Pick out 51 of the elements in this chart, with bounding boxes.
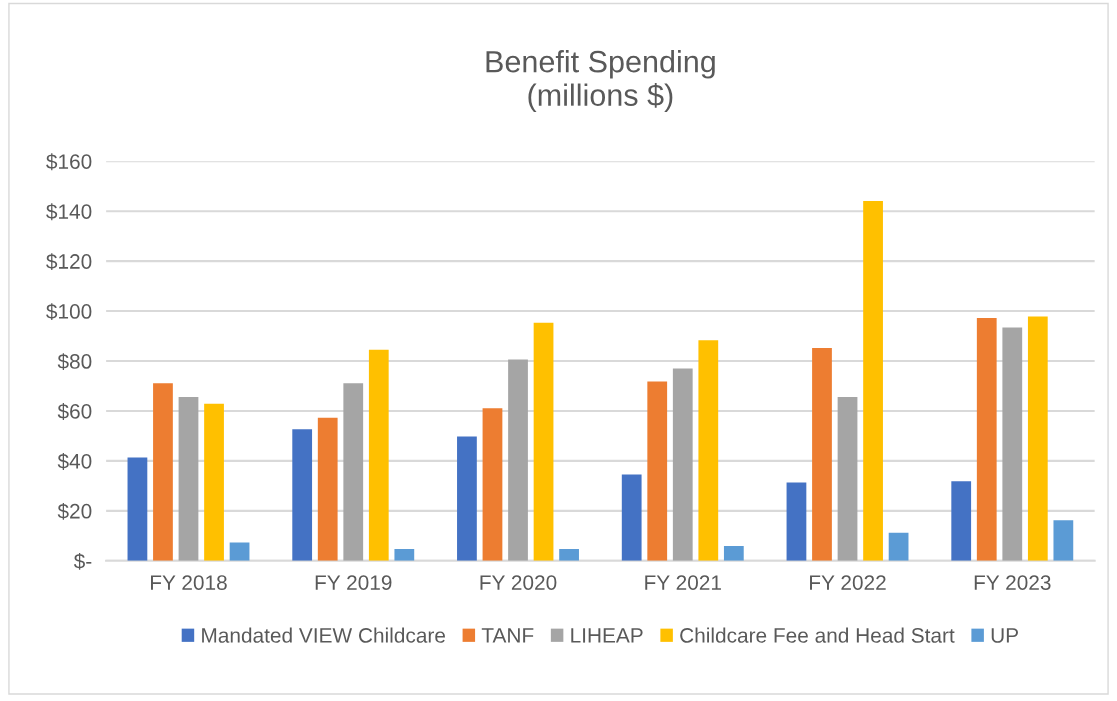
legend-label: LIHEAP <box>571 628 643 643</box>
y-tick-label: $120 <box>46 253 92 271</box>
bar <box>812 348 832 561</box>
bar <box>127 457 148 561</box>
y-tick-label: $40 <box>57 453 92 470</box>
bar <box>292 429 313 561</box>
bar <box>723 546 744 561</box>
y-tick-label: $140 <box>46 203 92 221</box>
legend-label: UP <box>991 628 1018 643</box>
y-tick-label: $80 <box>57 353 92 371</box>
legend-label: Mandated VIEW Childcare <box>202 627 445 643</box>
bar <box>317 417 338 561</box>
y-tick-label: $160 <box>46 153 92 171</box>
bar <box>786 482 807 561</box>
bar <box>178 396 199 561</box>
bar <box>672 368 693 561</box>
x-tick-label: FY 2018 <box>151 575 227 590</box>
bar <box>1027 316 1048 561</box>
bar <box>951 481 972 561</box>
x-tick-label: FY 2023 <box>974 575 1051 590</box>
bar <box>153 383 173 561</box>
bar <box>533 322 554 561</box>
x-tick-label: FY 2019 <box>315 575 392 590</box>
bar <box>229 542 250 561</box>
bar <box>888 532 909 561</box>
bar <box>394 549 415 561</box>
x-tick-label: FY 2020 <box>480 575 557 590</box>
bar <box>621 474 642 561</box>
y-tick-label: $20 <box>57 502 92 520</box>
legend-label: Childcare Fee and Head Start <box>680 627 955 643</box>
x-tick-label: FY 2021 <box>645 575 721 590</box>
bar <box>863 200 883 561</box>
bar <box>698 340 719 561</box>
y-tick-label: $60 <box>57 403 92 420</box>
bar <box>457 436 477 561</box>
bar <box>976 318 997 561</box>
bar <box>1002 327 1023 561</box>
x-tick-label: FY 2022 <box>810 575 886 590</box>
y-tick-label: $- <box>73 552 92 570</box>
bar <box>559 549 579 561</box>
bar <box>482 408 503 561</box>
bar <box>343 383 364 561</box>
bar <box>368 349 389 561</box>
chart-title: Benefit Spending (millions $) <box>486 50 715 112</box>
bar <box>647 381 668 561</box>
bar <box>1053 520 1074 561</box>
bar <box>204 403 224 561</box>
bar <box>508 359 528 561</box>
bar <box>837 396 858 561</box>
legend-label: TANF <box>481 628 534 643</box>
y-tick-label: $100 <box>46 303 92 321</box>
